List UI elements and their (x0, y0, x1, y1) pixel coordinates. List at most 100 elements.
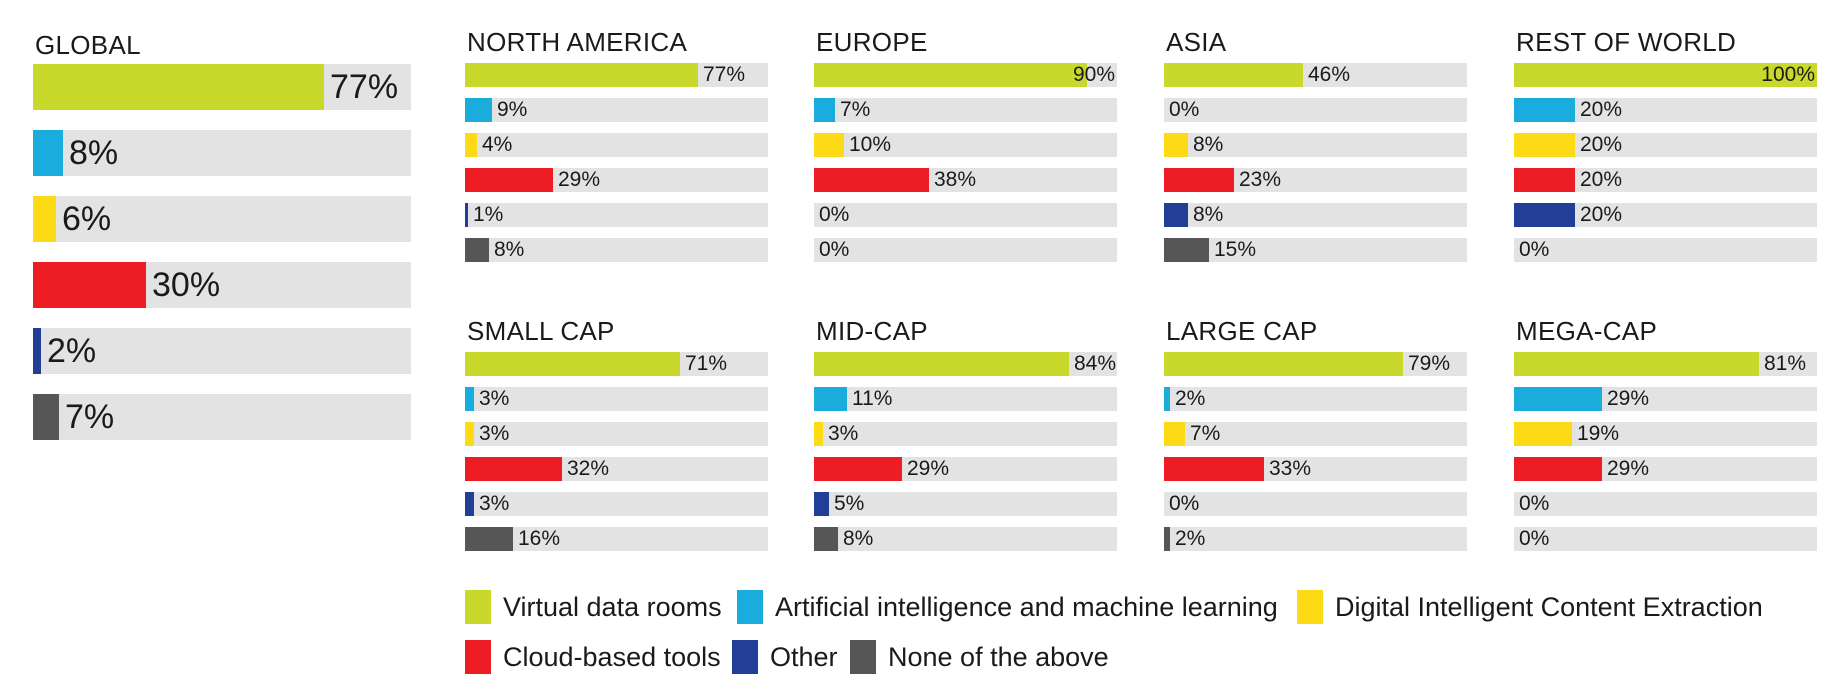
bar-virtual-data-rooms (465, 63, 698, 87)
panel-title: SMALL CAP (467, 316, 615, 346)
bar-value-label: 0% (1169, 492, 1200, 515)
bar-row-cloud-based-tools: 32% (465, 457, 768, 481)
bar-value-label: 9% (497, 98, 528, 121)
bar-value-label: 32% (567, 457, 610, 480)
bar-row-virtual-data-rooms: 77% (465, 63, 768, 87)
bar-value-label: 8% (69, 134, 119, 172)
legend-label: Cloud-based tools (503, 641, 721, 672)
bar-row-ai-ml: 29% (1514, 387, 1817, 411)
bar-track (814, 98, 1117, 122)
bar-row-none-of-the-above: 8% (814, 527, 1117, 551)
bar-row-ai-ml: 8% (33, 130, 411, 176)
bar-row-virtual-data-rooms: 84% (814, 352, 1117, 376)
bar-virtual-data-rooms (814, 352, 1069, 376)
bar-track (465, 527, 768, 551)
bar-cloud-based-tools (465, 168, 553, 192)
bar-other (1164, 203, 1188, 227)
bar-value-label: 0% (1169, 98, 1200, 121)
bar-value-label: 16% (518, 527, 561, 550)
bar-value-label: 3% (479, 422, 510, 445)
bar-track (33, 130, 411, 176)
bar-value-label: 33% (1269, 457, 1312, 480)
legend-label: Digital Intelligent Content Extraction (1335, 591, 1763, 622)
bar-virtual-data-rooms (33, 64, 324, 110)
legend-item-virtual-data-rooms: Virtual data rooms (465, 590, 722, 624)
bar-track (1164, 98, 1467, 122)
bar-dice (1514, 422, 1572, 446)
bar-row-virtual-data-rooms: 71% (465, 352, 768, 376)
bar-track (1164, 527, 1467, 551)
bar-value-label: 29% (558, 168, 601, 191)
bar-row-cloud-based-tools: 30% (33, 262, 411, 308)
bar-cloud-based-tools (465, 457, 562, 481)
bar-ai-ml (465, 98, 492, 122)
bar-row-other: 0% (814, 203, 1117, 227)
bar-cloud-based-tools (1164, 168, 1234, 192)
bar-track (1164, 422, 1467, 446)
bar-row-other: 0% (1514, 492, 1817, 516)
legend-label: None of the above (888, 641, 1109, 672)
bar-other (33, 328, 41, 374)
bar-track (465, 387, 768, 411)
bar-row-none-of-the-above: 0% (814, 238, 1117, 262)
bar-value-label: 38% (934, 168, 977, 191)
bar-row-dice: 3% (465, 422, 768, 446)
bar-cloud-based-tools (1514, 457, 1602, 481)
bar-dice (1514, 133, 1575, 157)
bar-track (814, 133, 1117, 157)
bar-row-virtual-data-rooms: 79% (1164, 352, 1467, 376)
bar-none-of-the-above (1164, 527, 1170, 551)
bar-track (1514, 492, 1817, 516)
bar-value-label: 8% (1193, 203, 1224, 226)
bar-cloud-based-tools (1164, 457, 1264, 481)
bar-value-label: 79% (1408, 352, 1451, 375)
bar-value-label: 2% (47, 332, 97, 370)
bar-row-dice: 4% (465, 133, 768, 157)
bar-row-none-of-the-above: 0% (1514, 238, 1817, 262)
bar-value-label: 7% (65, 398, 115, 436)
bar-virtual-data-rooms (1164, 352, 1403, 376)
panel-title: EUROPE (816, 27, 928, 57)
bar-track (1164, 203, 1467, 227)
bar-value-label: 81% (1764, 352, 1807, 375)
bar-track (1164, 133, 1467, 157)
bar-none-of-the-above (814, 527, 838, 551)
bar-ai-ml (1514, 387, 1602, 411)
legend-swatch (465, 640, 491, 674)
bar-row-cloud-based-tools: 38% (814, 168, 1117, 192)
bar-track (465, 492, 768, 516)
bar-row-none-of-the-above: 2% (1164, 527, 1467, 551)
bar-value-label: 71% (685, 352, 728, 375)
panel-title: LARGE CAP (1166, 316, 1318, 346)
bar-row-cloud-based-tools: 29% (814, 457, 1117, 481)
legend-swatch (737, 590, 763, 624)
bar-value-label: 2% (1175, 387, 1206, 410)
bar-value-label: 7% (840, 98, 871, 121)
bar-value-label: 0% (1519, 527, 1550, 550)
bar-ai-ml (465, 387, 474, 411)
bar-dice (465, 422, 474, 446)
bar-row-cloud-based-tools: 20% (1514, 168, 1817, 192)
bar-row-none-of-the-above: 15% (1164, 238, 1467, 262)
legend-item-other: Other (732, 640, 838, 674)
legend-item-dice: Digital Intelligent Content Extraction (1297, 590, 1763, 624)
bar-value-label: 6% (62, 200, 112, 238)
bar-value-label: 8% (1193, 133, 1224, 156)
bar-virtual-data-rooms (1164, 63, 1303, 87)
bar-value-label: 20% (1580, 168, 1623, 191)
bar-ai-ml (1514, 98, 1575, 122)
bar-row-other: 0% (1164, 492, 1467, 516)
bar-dice (465, 133, 477, 157)
panel-title: REST OF WORLD (1516, 27, 1737, 57)
bar-other (465, 492, 474, 516)
panel-title: ASIA (1166, 27, 1227, 57)
bar-row-virtual-data-rooms: 46% (1164, 63, 1467, 87)
bar-value-label: 46% (1308, 63, 1351, 86)
bar-value-label: 5% (834, 492, 865, 515)
bar-value-label: 23% (1239, 168, 1282, 191)
bar-value-label: 77% (330, 68, 399, 106)
legend-swatch (732, 640, 758, 674)
bar-value-label: 84% (1074, 352, 1117, 375)
bar-row-other: 5% (814, 492, 1117, 516)
